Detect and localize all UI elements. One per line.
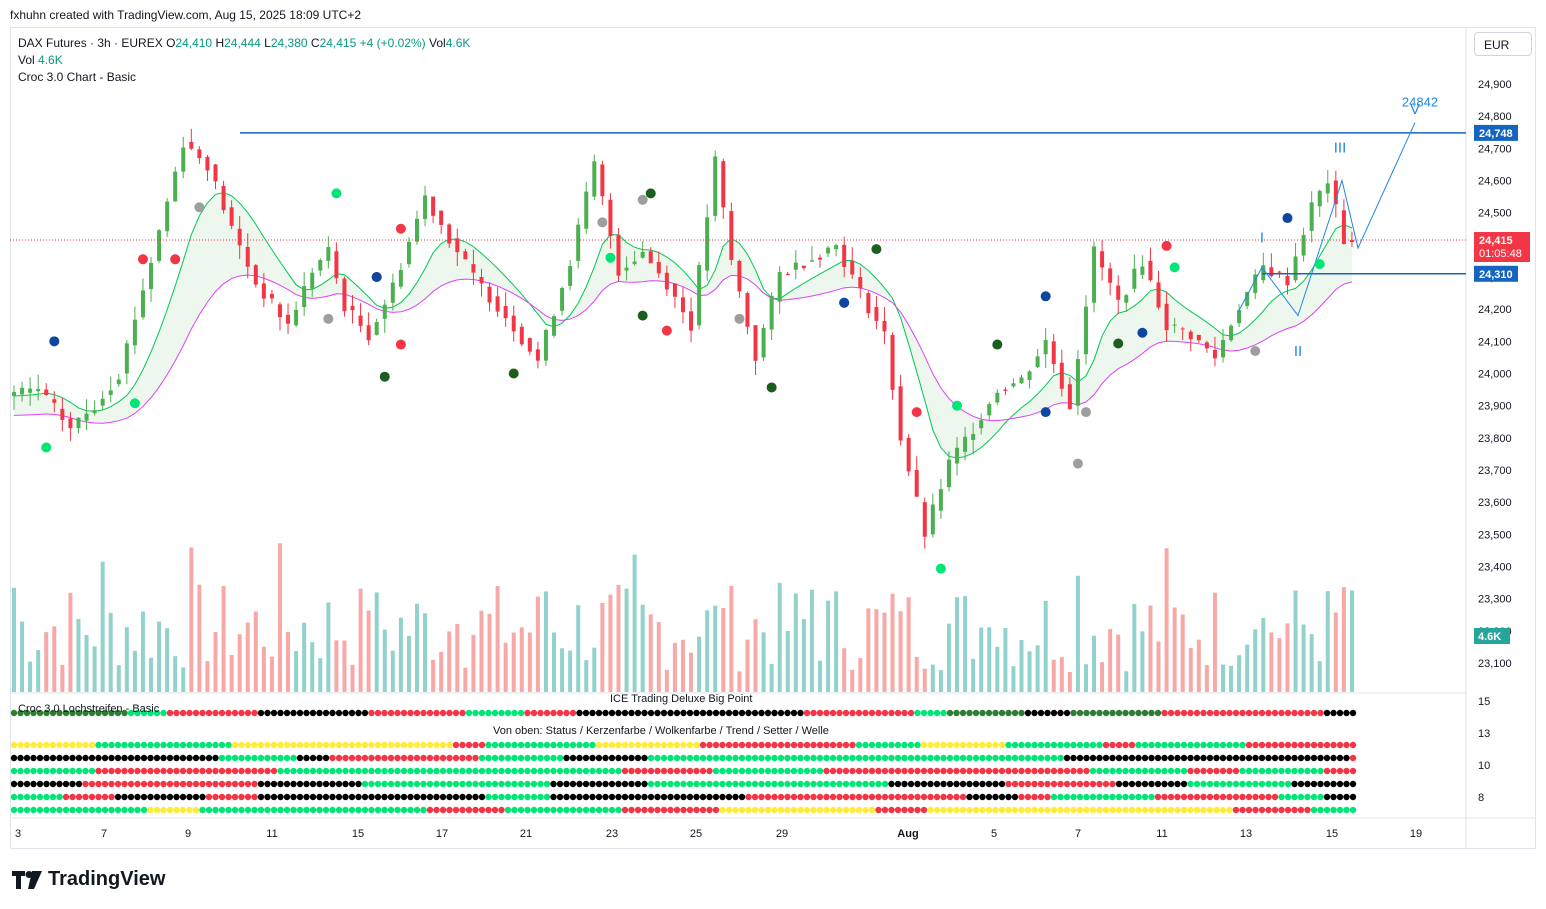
vol-label: Vol bbox=[429, 36, 446, 50]
close-value: 24,415 bbox=[319, 36, 357, 50]
volume-legend-row[interactable]: Vol 4.6K bbox=[18, 52, 470, 69]
big-point-pane-title: ICE Trading Deluxe Big Point bbox=[610, 693, 753, 705]
volume-indicator-label: Vol bbox=[18, 53, 35, 67]
tradingview-logo-text: TradingView bbox=[48, 868, 166, 890]
indicator-name: Croc 3.0 Chart - Basic bbox=[18, 70, 137, 84]
tradingview-logo-icon bbox=[12, 870, 42, 889]
tradingview-logo[interactable]: TradingView bbox=[12, 868, 165, 891]
low-label: L bbox=[264, 36, 271, 50]
open-value: 24,410 bbox=[175, 36, 213, 50]
open-label: O bbox=[166, 36, 176, 50]
change-value: +4 (+0.02%) bbox=[359, 36, 426, 50]
close-label: C bbox=[310, 36, 320, 50]
high-value: 24,444 bbox=[224, 36, 261, 50]
chart-frame bbox=[10, 27, 1536, 849]
chart-credit: fxhuhn created with TradingView.com, Aug… bbox=[10, 8, 361, 22]
chart-legend: DAX Futures · 3h · EUREX O24,410 H24,444… bbox=[18, 35, 470, 86]
rows-caption: Von oben: Status / Kerzenfarbe / Wolkenf… bbox=[493, 725, 829, 737]
lochstreifen-pane-title: Croc 3.0 Lochstreifen - Basic bbox=[18, 703, 160, 715]
volume-indicator-value: 4.6K bbox=[38, 53, 63, 67]
ohlc-row: DAX Futures · 3h · EUREX O24,410 H24,444… bbox=[18, 35, 470, 52]
low-value: 24,380 bbox=[270, 36, 308, 50]
currency-button[interactable]: EUR bbox=[1474, 32, 1532, 56]
indicator-legend-row[interactable]: Croc 3.0 Chart - Basic bbox=[18, 69, 470, 86]
vol-value: 4.6K bbox=[445, 36, 471, 50]
symbol-label[interactable]: DAX Futures · 3h · EUREX bbox=[18, 36, 163, 50]
high-label: H bbox=[215, 36, 225, 50]
